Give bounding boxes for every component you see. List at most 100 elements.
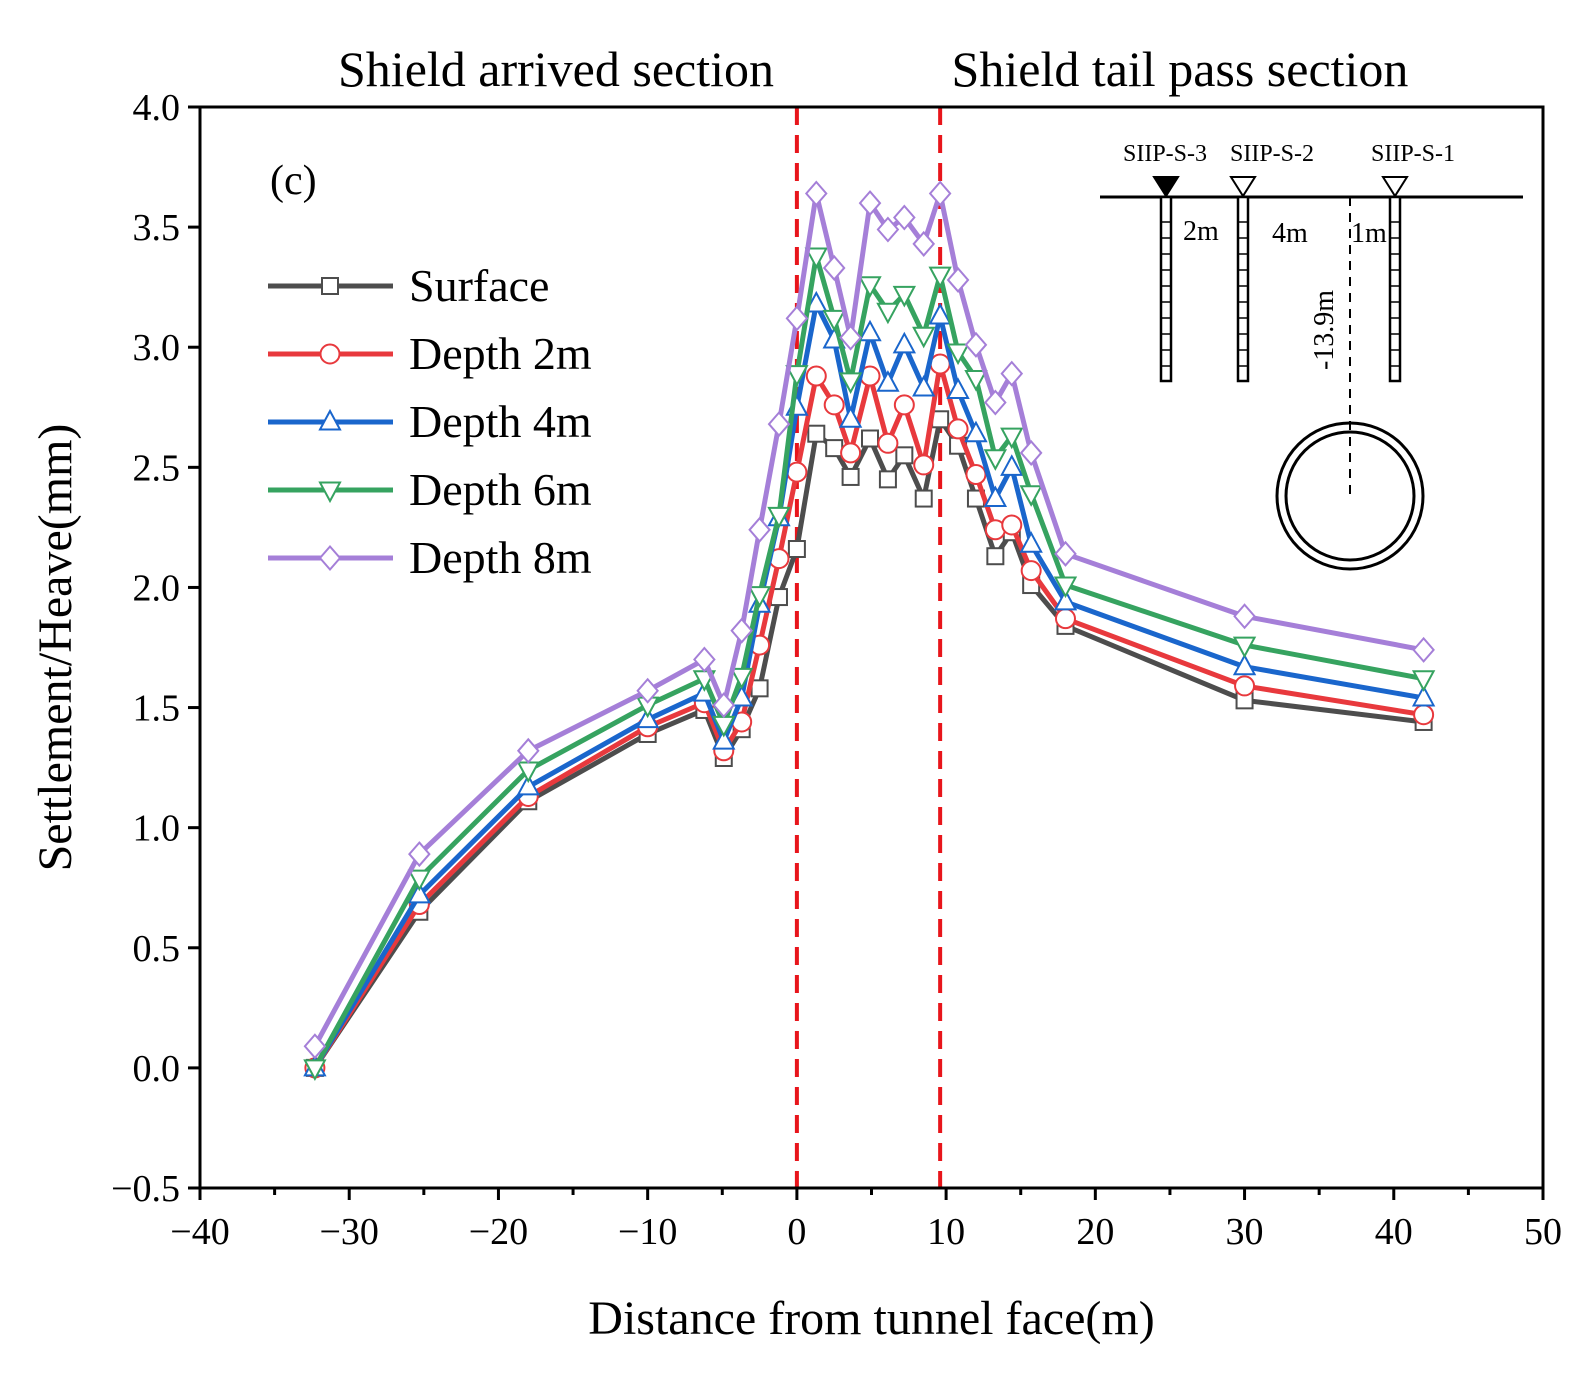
data-point-depth-2m <box>1001 514 1023 536</box>
x-tick-label: 20 <box>1076 1211 1114 1253</box>
pile-label-siip-s-2: SIIP-S-2 <box>1230 141 1314 167</box>
data-point-depth-6m <box>946 343 970 366</box>
y-tick-label: 3.0 <box>133 327 181 369</box>
data-point-depth-2m <box>1020 560 1042 582</box>
y-tick-label: 0.5 <box>133 928 181 970</box>
data-point-depth-4m <box>892 331 917 354</box>
section-label-shield-tail-pass: Shield tail pass section <box>952 41 1409 97</box>
data-point-depth-8m <box>839 324 862 351</box>
data-point-surface <box>787 540 806 559</box>
data-point-depth-6m <box>767 506 791 529</box>
data-point-depth-8m <box>928 180 952 207</box>
legend-marker-depth-4m <box>318 408 342 431</box>
data-point-depth-4m <box>838 406 863 428</box>
data-point-depth-8m <box>730 617 754 644</box>
x-tick-label: 10 <box>927 1211 965 1253</box>
data-point-depth-6m <box>729 667 754 690</box>
data-point-depth-8m <box>946 266 970 293</box>
data-point-depth-6m <box>1232 636 1257 659</box>
data-point-depth-6m <box>912 326 936 349</box>
data-point-depth-4m <box>1000 454 1024 476</box>
data-point-depth-4m <box>946 377 970 399</box>
data-point-depth-8m <box>1233 603 1256 630</box>
x-tick-label: −40 <box>170 1211 229 1253</box>
data-point-surface <box>914 489 933 508</box>
data-point-depth-2m <box>893 394 915 416</box>
y-tick-label: 2.0 <box>133 567 181 609</box>
data-point-depth-8m <box>712 692 736 719</box>
data-point-depth-6m <box>892 285 917 308</box>
axes: −40 −30 −20 −10 0 10 20 30 40 50 −0.5 0.0 0.5 1.0 1.5 2… <box>29 87 1562 1345</box>
x-axis-title: Distance from tunnel face(m) <box>588 1292 1154 1345</box>
data-point-depth-8m <box>1019 439 1043 466</box>
data-point-depth-8m <box>984 389 1007 416</box>
data-point-depth-8m <box>1000 360 1024 387</box>
legend-label-surface: Surface <box>409 260 549 311</box>
legend-label-depth-8m: Depth 8m <box>409 532 592 583</box>
data-point-depth-2m <box>1234 675 1256 697</box>
y-tick-label: 1.5 <box>133 688 181 730</box>
data-point-depth-2m <box>929 353 951 375</box>
data-point-surface <box>807 424 826 443</box>
x-tick-label: −20 <box>469 1211 528 1253</box>
data-point-depth-4m <box>1053 588 1078 611</box>
data-point-depth-4m <box>712 728 736 750</box>
legend-item-depth-6m: Depth 6m <box>268 464 592 515</box>
legend-marker-depth-2m <box>319 343 341 365</box>
pile-layout-inset: SIIP-S-3 SIIP-S-2 SIIP-S-1 2m 4m 1m -13.… <box>1100 141 1523 571</box>
x-tick-label: −30 <box>320 1211 379 1253</box>
legend-item-depth-4m: Depth 4m <box>268 396 592 447</box>
data-point-depth-8m <box>1412 636 1435 663</box>
data-point-surface <box>750 679 769 698</box>
data-point-depth-4m <box>1411 684 1436 707</box>
data-point-depth-8m <box>876 216 900 243</box>
data-point-depth-4m <box>804 290 828 313</box>
data-point-depth-6m <box>858 276 882 298</box>
data-point-depth-6m <box>822 309 846 332</box>
data-point-depth-6m <box>1411 670 1436 692</box>
data-point-depth-4m <box>516 773 540 796</box>
y-tick-label: 1.0 <box>133 808 181 850</box>
tunnel-inner-ring <box>1284 430 1416 562</box>
data-point-depth-8m <box>636 677 659 704</box>
data-point-depth-8m <box>964 331 988 358</box>
data-point-depth-2m <box>840 442 862 464</box>
data-point-depth-6m <box>785 365 809 387</box>
data-point-depth-8m <box>1054 540 1077 567</box>
legend-marker-depth-6m <box>318 481 342 504</box>
pile-label-siip-s-3: SIIP-S-3 <box>1123 141 1207 167</box>
pile-siip-s-1 <box>1388 195 1402 383</box>
pile-siip-s-2 <box>1236 195 1250 383</box>
data-point-depth-4m <box>876 370 900 392</box>
y-axis-title: Settlement/Heave(mm) <box>29 424 82 872</box>
data-point-depth-4m <box>407 881 432 904</box>
data-point-depth-2m <box>823 394 845 416</box>
data-point-depth-2m <box>786 461 808 483</box>
pile-gauge-ticks <box>1161 221 1400 367</box>
x-tick-label: 40 <box>1375 1211 1413 1253</box>
pile-label-siip-s-1: SIIP-S-1 <box>1371 141 1455 167</box>
data-point-depth-4m <box>912 374 936 397</box>
y-tick-label: −0.5 <box>111 1168 180 1210</box>
series-depth-6m <box>303 247 1436 1081</box>
data-point-surface <box>861 429 880 448</box>
data-point-depth-2m <box>965 464 987 486</box>
data-point-depth-4m <box>858 319 882 342</box>
legend-item-surface: Surface <box>268 260 549 311</box>
legend-item-depth-2m: Depth 2m <box>268 328 592 379</box>
data-point-depth-6m <box>1019 485 1043 507</box>
data-point-surface <box>895 446 914 465</box>
plot-frame <box>198 105 1545 1190</box>
data-point-depth-6m <box>747 586 772 608</box>
legend-label-depth-6m: Depth 6m <box>409 464 592 515</box>
data-point-depth-4m <box>964 420 988 443</box>
y-tick-label: 2.5 <box>133 447 181 489</box>
x-tick-label: −10 <box>618 1211 677 1253</box>
data-point-depth-8m <box>893 204 916 231</box>
panel-label: (c) <box>270 158 317 204</box>
data-point-depth-4m <box>928 302 952 325</box>
data-point-surface <box>841 467 860 486</box>
data-point-depth-6m <box>964 369 988 392</box>
pile-siip-s-3 <box>1159 195 1173 383</box>
